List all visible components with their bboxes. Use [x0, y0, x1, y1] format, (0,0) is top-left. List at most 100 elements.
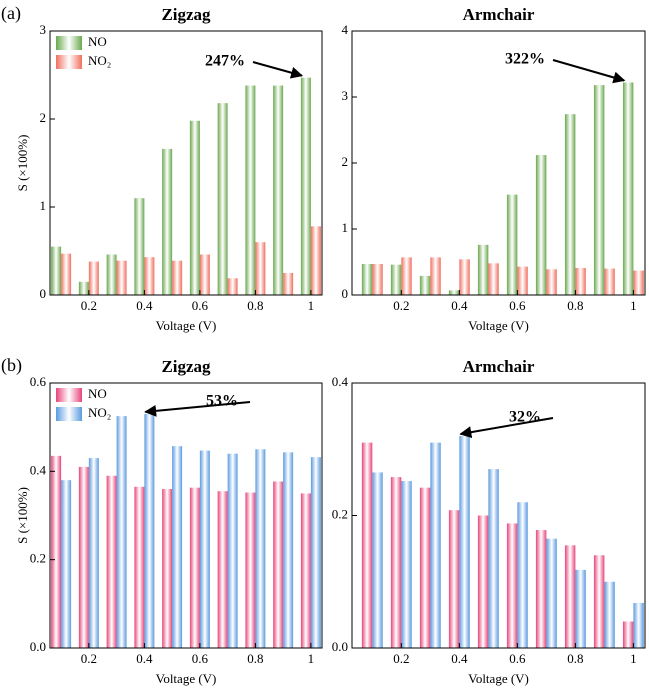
bar — [172, 260, 183, 295]
bar — [88, 261, 99, 295]
x-tick-label: 0.4 — [136, 298, 153, 313]
bar — [401, 257, 412, 295]
bar — [430, 442, 441, 648]
bar — [300, 77, 311, 295]
bar — [162, 148, 173, 295]
bar — [116, 416, 127, 648]
bar — [401, 481, 412, 648]
x-tick-label: 0.4 — [451, 651, 468, 666]
y-tick-label: 0.2 — [332, 506, 348, 521]
x-tick-label: 0.8 — [567, 298, 583, 313]
bar — [593, 85, 605, 296]
annotation-arrow — [459, 417, 554, 439]
legend-swatch — [56, 36, 82, 50]
x-tick-label: 0.2 — [393, 651, 409, 666]
bar — [546, 538, 557, 648]
bar — [162, 489, 173, 648]
x-tick-label: 1 — [630, 651, 637, 666]
y-tick-label: 0 — [40, 286, 47, 301]
panel-label: (a) — [1, 3, 21, 24]
bar — [488, 469, 499, 648]
bar — [217, 103, 228, 295]
annotation: 53% — [206, 393, 238, 410]
bar — [622, 621, 634, 648]
panel-label: (b) — [1, 355, 22, 376]
legend-swatch — [56, 388, 82, 402]
x-axis-label: Voltage (V) — [468, 671, 529, 686]
x-axis-label: Voltage (V) — [156, 671, 217, 686]
chart-title: Zigzag — [161, 5, 211, 24]
bar — [622, 82, 634, 295]
x-axis-label: Voltage (V) — [156, 318, 217, 333]
legend-swatch — [56, 55, 82, 69]
bar — [535, 155, 547, 295]
bar — [633, 270, 644, 295]
bar — [546, 269, 557, 295]
x-tick-label: 0.6 — [509, 298, 526, 313]
bar — [310, 226, 321, 295]
y-axis-label: S (×100%) — [15, 135, 30, 192]
bar — [283, 273, 294, 295]
y-tick-label: 1 — [40, 198, 47, 213]
bar — [106, 254, 117, 295]
bar — [604, 268, 615, 295]
bar — [564, 114, 576, 295]
bar — [564, 545, 576, 648]
bar — [506, 523, 518, 648]
y-tick-label: 0.4 — [332, 374, 349, 389]
bar — [144, 257, 155, 295]
x-tick-label: 0.4 — [451, 298, 468, 313]
y-tick-label: 2 — [342, 154, 349, 169]
bar — [51, 455, 62, 648]
bar — [535, 530, 547, 648]
y-tick-label: 4 — [342, 22, 349, 37]
bar — [517, 502, 528, 648]
bar — [144, 413, 155, 648]
annotation-arrow — [144, 401, 251, 417]
y-tick-label: 0 — [342, 286, 349, 301]
legend-swatch — [56, 407, 82, 421]
legend-label: NO₂ — [88, 53, 111, 68]
bar — [575, 569, 586, 648]
bar — [134, 198, 145, 295]
bar — [593, 555, 605, 648]
annotation-arrow — [252, 61, 304, 79]
bar — [273, 85, 284, 295]
x-tick-label: 0.6 — [192, 298, 209, 313]
bar — [245, 85, 256, 295]
bar — [134, 486, 145, 648]
legend-label: NO — [88, 386, 107, 401]
y-tick-label: 3 — [342, 88, 349, 103]
bar — [300, 493, 311, 648]
bar — [78, 281, 89, 295]
y-tick-label: 2 — [40, 110, 47, 125]
y-tick-label: 0.6 — [30, 374, 47, 389]
x-tick-label: 1 — [630, 298, 637, 313]
x-tick-label: 0.2 — [81, 298, 97, 313]
bar — [255, 449, 266, 648]
y-tick-label: 3 — [40, 22, 47, 37]
bar — [88, 458, 99, 648]
y-tick-label: 0.2 — [30, 551, 46, 566]
plot-frame — [49, 382, 323, 649]
bar — [172, 446, 183, 648]
bar — [310, 457, 321, 648]
bar — [283, 452, 294, 648]
x-tick-label: 0.6 — [509, 651, 526, 666]
bar — [106, 475, 117, 648]
bar — [361, 442, 373, 648]
bar — [477, 244, 489, 295]
x-tick-label: 0.6 — [192, 651, 209, 666]
bar — [372, 472, 383, 648]
chart-title: Armchair — [463, 357, 535, 376]
y-tick-label: 1 — [342, 220, 349, 235]
bar — [477, 515, 489, 648]
bar — [430, 257, 441, 295]
bar — [199, 254, 210, 295]
y-tick-label: 0.0 — [332, 639, 348, 654]
bar — [633, 602, 644, 648]
bar — [217, 491, 228, 648]
y-axis-label: S (×100%) — [15, 487, 30, 544]
bar — [459, 259, 470, 295]
bar — [116, 260, 127, 295]
